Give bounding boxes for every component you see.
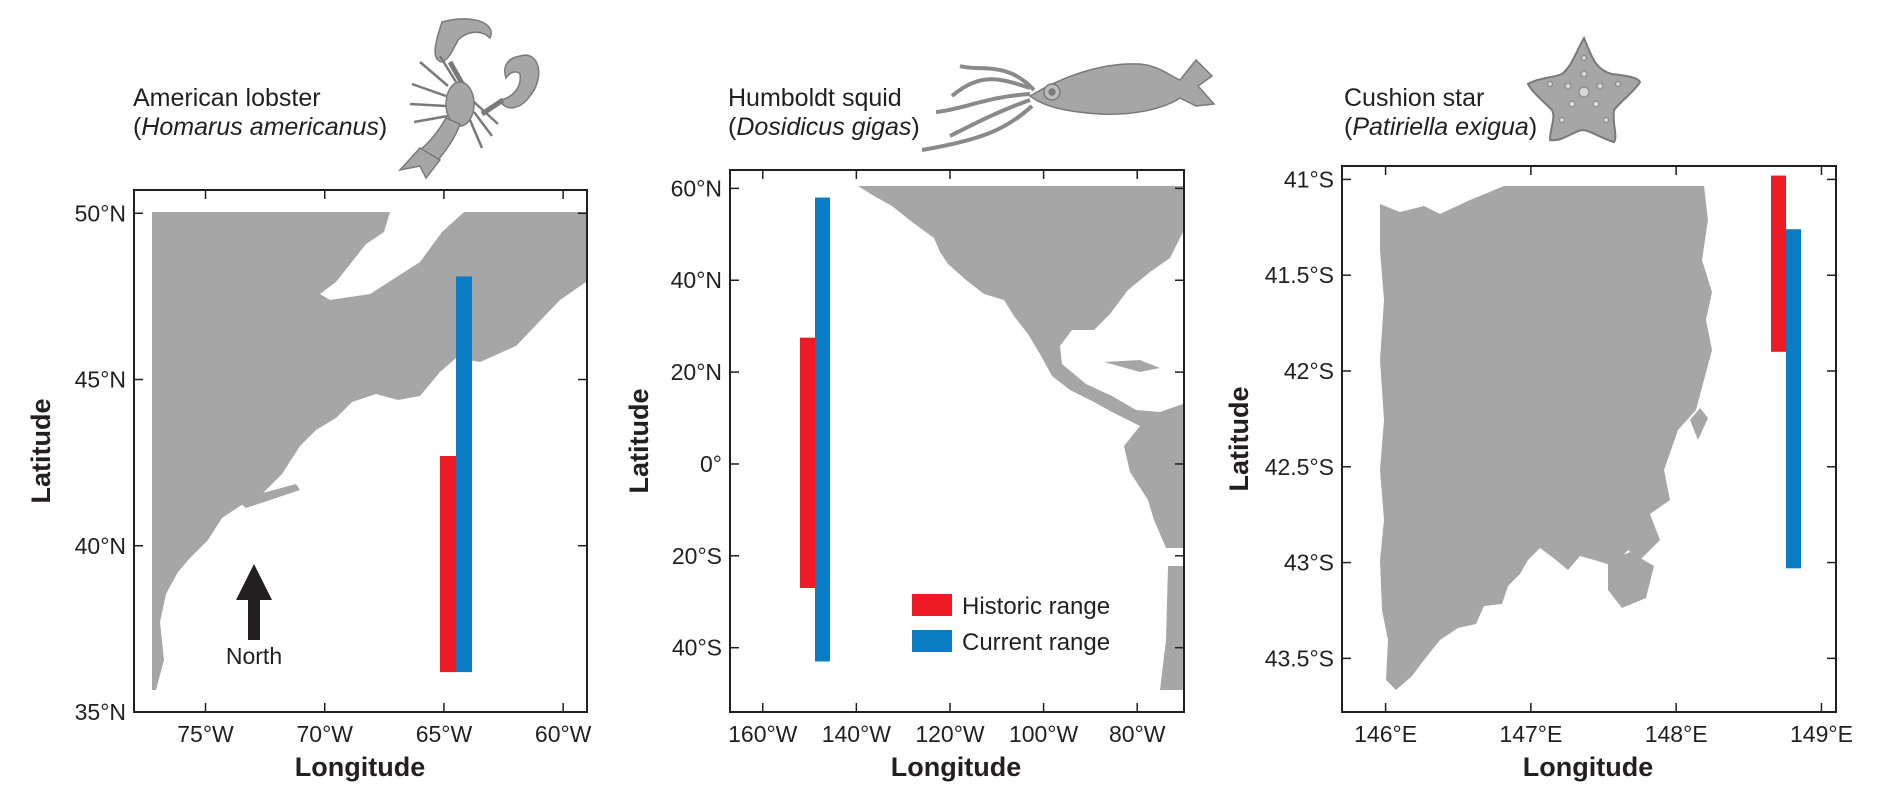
y-tick-label: 60°N <box>671 175 722 201</box>
x-axis-title-squid: Longitude <box>891 752 1021 782</box>
x-tick-label: 147°E <box>1499 721 1562 747</box>
legend-swatch-current <box>912 630 952 652</box>
x-tick-label: 65°W <box>416 721 473 747</box>
squid-icon <box>921 58 1216 152</box>
current-range-bar <box>815 197 830 662</box>
species-latin-name-squid: (Dosidicus gigas) <box>728 113 920 141</box>
land-newfoundland-edge <box>556 254 586 286</box>
panel-lobster: American lobster (Homarus americanus) 35… <box>26 18 592 782</box>
y-tick-label: 40°N <box>671 267 722 293</box>
x-tick-label: 146°E <box>1354 721 1417 747</box>
starfish-dots <box>1546 54 1622 124</box>
land-prince-edward-island <box>476 282 508 298</box>
y-tick-label: 45°N <box>75 367 126 393</box>
y-axis-lobster: 35°N 40°N 45°N 50°N <box>75 200 587 725</box>
species-latin-name-lobster: (Homarus americanus) <box>133 113 387 141</box>
y-tick-label: 40°N <box>75 533 126 559</box>
land-tasmania <box>1380 186 1712 690</box>
lobster-icon <box>397 18 540 180</box>
starfish-icon <box>1526 35 1642 144</box>
y-tick-label: 41.5°S <box>1265 262 1334 288</box>
y-axis-cushion-star: 41°S 41.5°S 42°S 42.5°S 43°S 43.5°S <box>1265 166 1836 671</box>
range-bars-squid <box>800 197 830 662</box>
y-axis-title-squid: Latitude <box>624 389 654 494</box>
y-axis-squid: 60°N 40°N 20°N 0° 20°S 40°S <box>671 175 1184 661</box>
y-tick-label: 43°S <box>1284 550 1334 576</box>
current-range-bar <box>1786 229 1801 569</box>
north-label: North <box>226 643 282 669</box>
land-maria-island <box>1690 408 1708 440</box>
species-common-name-lobster: American lobster <box>133 84 321 112</box>
x-tick-label: 60°W <box>535 721 592 747</box>
y-tick-label: 20°N <box>671 359 722 385</box>
panel-cushion-star: Cushion star (Patiriella exigua) 41°S 41.… <box>1224 35 1853 782</box>
x-tick-label: 80°W <box>1109 721 1166 747</box>
x-tick-label: 140°W <box>822 721 892 747</box>
x-axis-lobster: 75°W 70°W 65°W 60°W <box>177 190 592 747</box>
y-axis-title-lobster: Latitude <box>26 399 56 504</box>
range-bars-lobster <box>440 276 472 673</box>
species-common-name-squid: Humboldt squid <box>728 84 902 112</box>
x-tick-label: 149°E <box>1790 721 1853 747</box>
land-south-america-south <box>1160 566 1183 690</box>
historic-range-bar <box>800 337 815 588</box>
y-tick-label: 0° <box>700 451 722 477</box>
y-tick-label: 20°S <box>672 543 722 569</box>
panel-squid: Humboldt squid (Dosidicus gigas) 60°N 40°… <box>624 58 1216 782</box>
x-tick-label: 160°W <box>728 721 798 747</box>
y-tick-label: 42°S <box>1284 358 1334 384</box>
historic-range-bar <box>440 455 456 673</box>
y-tick-label: 42.5°S <box>1265 454 1334 480</box>
y-tick-label: 50°N <box>75 200 126 226</box>
range-bars-cushion-star <box>1771 175 1801 569</box>
x-tick-label: 75°W <box>177 721 234 747</box>
x-axis-squid: 160°W 140°W 120°W 100°W 80°W <box>728 170 1166 747</box>
x-tick-label: 120°W <box>915 721 985 747</box>
historic-range-bar <box>1771 175 1786 352</box>
legend-swatch-historic <box>912 594 952 616</box>
legend-label-historic: Historic range <box>962 593 1110 620</box>
land-cuba <box>1104 360 1160 372</box>
species-common-name-star: Cushion star <box>1344 84 1484 112</box>
species-latin-name-star: (Patiriella exigua) <box>1344 113 1537 141</box>
land-tasman-peninsula <box>1608 552 1654 608</box>
y-tick-label: 43.5°S <box>1265 645 1334 671</box>
land-anticosti-island <box>500 222 546 240</box>
current-range-bar <box>456 276 472 673</box>
x-tick-label: 148°E <box>1645 721 1708 747</box>
x-axis-title-cushion-star: Longitude <box>1523 752 1653 782</box>
north-arrow-icon <box>236 564 272 640</box>
land-americas-pacific <box>858 186 1183 548</box>
legend: Historic range Current range <box>912 593 1110 656</box>
x-axis-cushion-star: 146°E 147°E 148°E 149°E <box>1354 166 1853 747</box>
land-long-island <box>236 484 300 508</box>
north-arrow: North <box>226 564 282 669</box>
x-tick-label: 100°W <box>1009 721 1079 747</box>
y-tick-label: 41°S <box>1284 166 1334 192</box>
y-axis-title-cushion-star: Latitude <box>1224 387 1254 492</box>
x-axis-title-lobster: Longitude <box>295 752 425 782</box>
y-tick-label: 35°N <box>75 699 126 725</box>
y-tick-label: 40°S <box>672 635 722 661</box>
legend-label-current: Current range <box>962 629 1110 656</box>
x-tick-label: 70°W <box>296 721 353 747</box>
